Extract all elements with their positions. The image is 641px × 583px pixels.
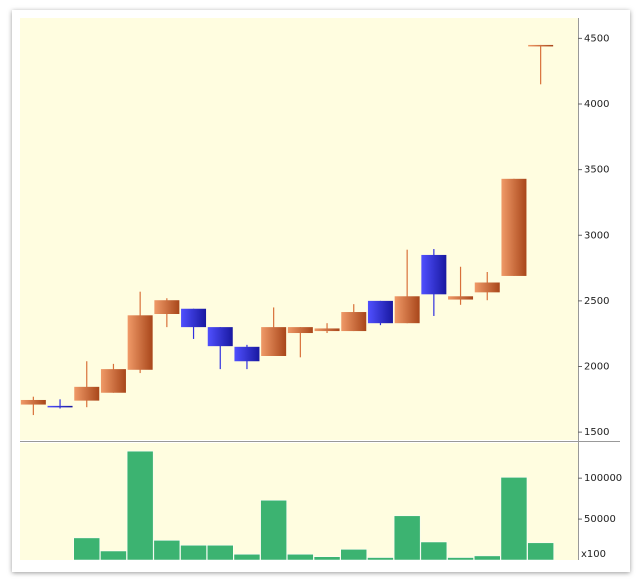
volume-bar bbox=[287, 554, 314, 561]
y-tick-label: 4500 bbox=[584, 33, 609, 44]
volume-bar bbox=[447, 557, 474, 561]
volume-bar bbox=[180, 545, 207, 561]
candle-body bbox=[20, 399, 46, 405]
y-tick-label: 3500 bbox=[584, 165, 609, 176]
candle-body bbox=[367, 300, 393, 324]
candle-body bbox=[421, 254, 447, 295]
y-tick-label: 50000 bbox=[584, 514, 616, 525]
candle-body bbox=[528, 44, 554, 47]
candle-body bbox=[74, 386, 100, 401]
volume-bar bbox=[73, 537, 100, 561]
volume-bar bbox=[393, 515, 421, 561]
candle-body bbox=[207, 327, 233, 347]
y-tick-label: 1500 bbox=[584, 427, 609, 438]
y-tick-label: 100000 bbox=[584, 473, 622, 484]
y-tick-label: 2500 bbox=[584, 296, 609, 307]
volume-bar bbox=[313, 556, 341, 561]
y-tick-label: 3000 bbox=[584, 230, 609, 241]
volume-bar bbox=[527, 542, 554, 561]
volume-panel bbox=[20, 443, 578, 560]
y-tick-label: 2000 bbox=[584, 362, 609, 373]
volume-bar bbox=[207, 545, 234, 561]
volume-bar bbox=[474, 555, 501, 561]
candle-body bbox=[261, 327, 287, 356]
volume-bar bbox=[100, 550, 127, 561]
candle-body bbox=[154, 300, 180, 314]
volume-bar bbox=[126, 450, 154, 561]
volume-bar bbox=[420, 541, 448, 561]
y-tick-label: 4000 bbox=[584, 99, 609, 110]
candle-body bbox=[234, 346, 260, 362]
candle-body bbox=[314, 328, 340, 332]
volume-bar bbox=[260, 500, 287, 561]
candle-body bbox=[47, 405, 73, 408]
candle-body bbox=[448, 296, 474, 300]
candle-body bbox=[287, 327, 313, 334]
volume-bar bbox=[153, 540, 181, 561]
candle-body bbox=[474, 282, 500, 293]
unit-label: x100 bbox=[581, 549, 606, 560]
volume-bar bbox=[500, 477, 528, 561]
candle-body bbox=[127, 315, 153, 370]
volume-bar bbox=[233, 554, 261, 561]
candle-body bbox=[100, 369, 126, 393]
volume-bar bbox=[367, 557, 394, 561]
volume-bar bbox=[340, 549, 367, 561]
candle-body bbox=[394, 296, 420, 324]
candle-body bbox=[181, 308, 207, 328]
candle-body bbox=[501, 178, 527, 276]
candle-body bbox=[341, 312, 367, 332]
